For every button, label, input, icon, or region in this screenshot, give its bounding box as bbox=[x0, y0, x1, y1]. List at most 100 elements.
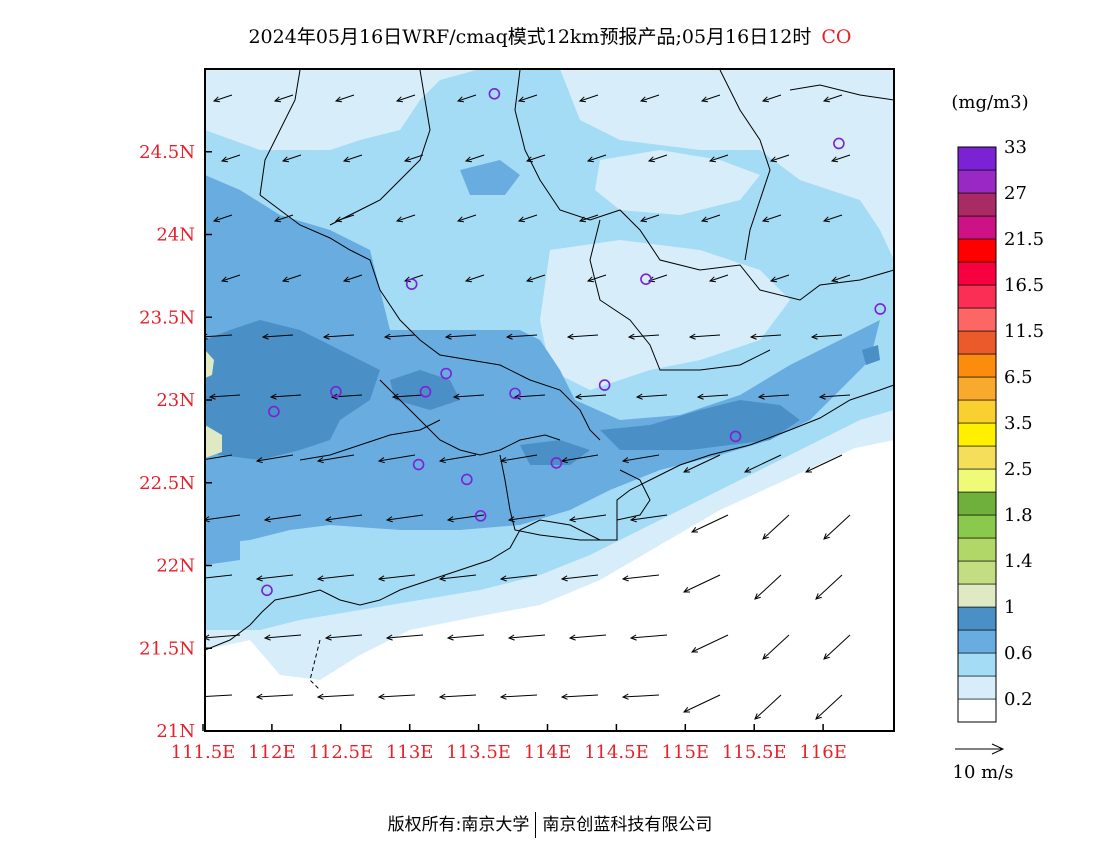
wind-arrowhead bbox=[568, 634, 576, 641]
wind-arrow bbox=[770, 274, 790, 282]
wind-arrow bbox=[335, 214, 355, 222]
wind-arrow bbox=[770, 154, 790, 162]
wind-arrowhead bbox=[708, 156, 717, 163]
wind-arrow bbox=[640, 94, 660, 102]
wind-arrow bbox=[762, 94, 782, 102]
wind-arrow bbox=[221, 154, 241, 162]
wind-arrowhead bbox=[261, 333, 269, 340]
wind-arrow bbox=[587, 274, 607, 282]
wind-arrowhead bbox=[815, 593, 822, 600]
x-tick-label: 113E bbox=[386, 742, 434, 763]
title-text: 2024年05月16日WRF/cmaq模式12km预报产品;05月16日12时 bbox=[248, 26, 812, 48]
map-title: 2024年05月16日WRF/cmaq模式12km预报产品;05月16日12时 C… bbox=[0, 22, 1100, 49]
wind-arrowhead bbox=[220, 156, 229, 163]
wind-arrowhead bbox=[761, 96, 770, 103]
wind-arrowhead bbox=[342, 156, 351, 163]
wind-arrow bbox=[256, 694, 294, 698]
wind-arrowhead bbox=[499, 575, 507, 582]
colorbar-label: 27 bbox=[1004, 183, 1027, 204]
wind-arrowhead bbox=[403, 156, 412, 163]
wind-arrow bbox=[648, 274, 668, 282]
wind-arrow bbox=[465, 274, 485, 282]
wind-arrow bbox=[274, 94, 294, 102]
colorbar-label: 1.4 bbox=[1004, 551, 1033, 572]
colorbar-label: 0.2 bbox=[1004, 689, 1033, 710]
wind-arrow bbox=[754, 574, 782, 600]
wind-arrow bbox=[689, 334, 721, 338]
colorbar-swatch bbox=[957, 307, 997, 332]
wind-arrowhead bbox=[273, 96, 282, 103]
footer-divider bbox=[535, 812, 537, 838]
wind-arrow bbox=[386, 634, 424, 639]
wind-arrowhead bbox=[810, 333, 818, 340]
wind-arrow bbox=[518, 214, 538, 222]
wind-arrowhead bbox=[639, 216, 648, 223]
wind-arrow bbox=[762, 514, 790, 540]
wind-arrow bbox=[209, 394, 241, 398]
wind-arrowhead bbox=[324, 634, 332, 641]
wind-arrow bbox=[439, 454, 477, 462]
colorbar-swatch bbox=[957, 238, 997, 263]
x-tick-label: 114.5E bbox=[584, 742, 649, 763]
wind-arrowhead bbox=[517, 216, 526, 223]
wind-arrowhead bbox=[708, 276, 717, 283]
wind-arrowhead bbox=[586, 156, 595, 163]
wind-arrowhead bbox=[273, 216, 282, 223]
wind-arrow bbox=[636, 394, 668, 398]
wind-arrowhead bbox=[403, 276, 412, 283]
colorbar-swatch bbox=[957, 169, 997, 194]
y-tick-label: 21.5N bbox=[139, 638, 195, 659]
wind-arrow bbox=[282, 154, 302, 162]
wind-arrow bbox=[447, 514, 485, 521]
wind-arrowhead bbox=[281, 276, 290, 283]
x-tick-label: 115E bbox=[662, 742, 710, 763]
wind-arrowhead bbox=[464, 276, 473, 283]
wind-arrowhead bbox=[316, 575, 324, 582]
colorbar-swatch bbox=[957, 514, 997, 539]
wind-arrowhead bbox=[456, 216, 465, 223]
wind-arrow bbox=[701, 214, 721, 222]
colorbar-swatch bbox=[957, 652, 997, 677]
wind-arrow bbox=[396, 214, 416, 222]
wind-arrowhead bbox=[574, 393, 582, 400]
y-tick-label: 22N bbox=[156, 556, 195, 577]
wind-arrow bbox=[453, 394, 485, 398]
wind-arrow bbox=[683, 694, 721, 713]
colorbar-swatch bbox=[957, 537, 997, 562]
wind-arrowhead bbox=[647, 276, 656, 283]
x-tick-label: 114E bbox=[524, 742, 572, 763]
colorbar-swatch bbox=[957, 215, 997, 240]
wind-arrowhead bbox=[395, 216, 404, 223]
colorbar-swatch bbox=[957, 422, 997, 447]
title-variable: CO bbox=[821, 26, 852, 48]
wind-arrow bbox=[445, 334, 477, 338]
station-marker bbox=[261, 584, 273, 597]
wind-arrowhead bbox=[823, 653, 830, 660]
colorbar-label: 21.5 bbox=[1004, 229, 1044, 250]
wind-arrowhead bbox=[196, 694, 202, 699]
wind-arrow bbox=[262, 334, 294, 338]
wind-arrowhead bbox=[578, 216, 587, 223]
wind-arrow bbox=[317, 574, 355, 580]
wind-arrow bbox=[622, 454, 660, 462]
wind-arrowhead bbox=[281, 156, 290, 163]
wind-arrow bbox=[575, 394, 607, 398]
colorbar-label: 2.5 bbox=[1004, 459, 1033, 480]
wind-arrowhead bbox=[627, 333, 635, 340]
wind-vectors bbox=[196, 94, 851, 720]
wind-arrowhead bbox=[818, 393, 826, 400]
wind-arrow bbox=[630, 514, 668, 521]
wind-arrowhead bbox=[438, 457, 446, 464]
wind-arrowhead bbox=[517, 96, 526, 103]
wind-arrow bbox=[378, 694, 416, 698]
wind-arrow bbox=[754, 694, 782, 720]
wind-arrow bbox=[205, 694, 233, 698]
colorbar-swatch bbox=[957, 353, 997, 378]
wind-arrowhead bbox=[629, 516, 637, 523]
station-marker bbox=[488, 88, 501, 100]
wind-arrow bbox=[500, 454, 538, 462]
wind-arrow bbox=[709, 154, 729, 162]
wind-arrow bbox=[823, 214, 843, 222]
wind-arrow bbox=[343, 274, 363, 282]
